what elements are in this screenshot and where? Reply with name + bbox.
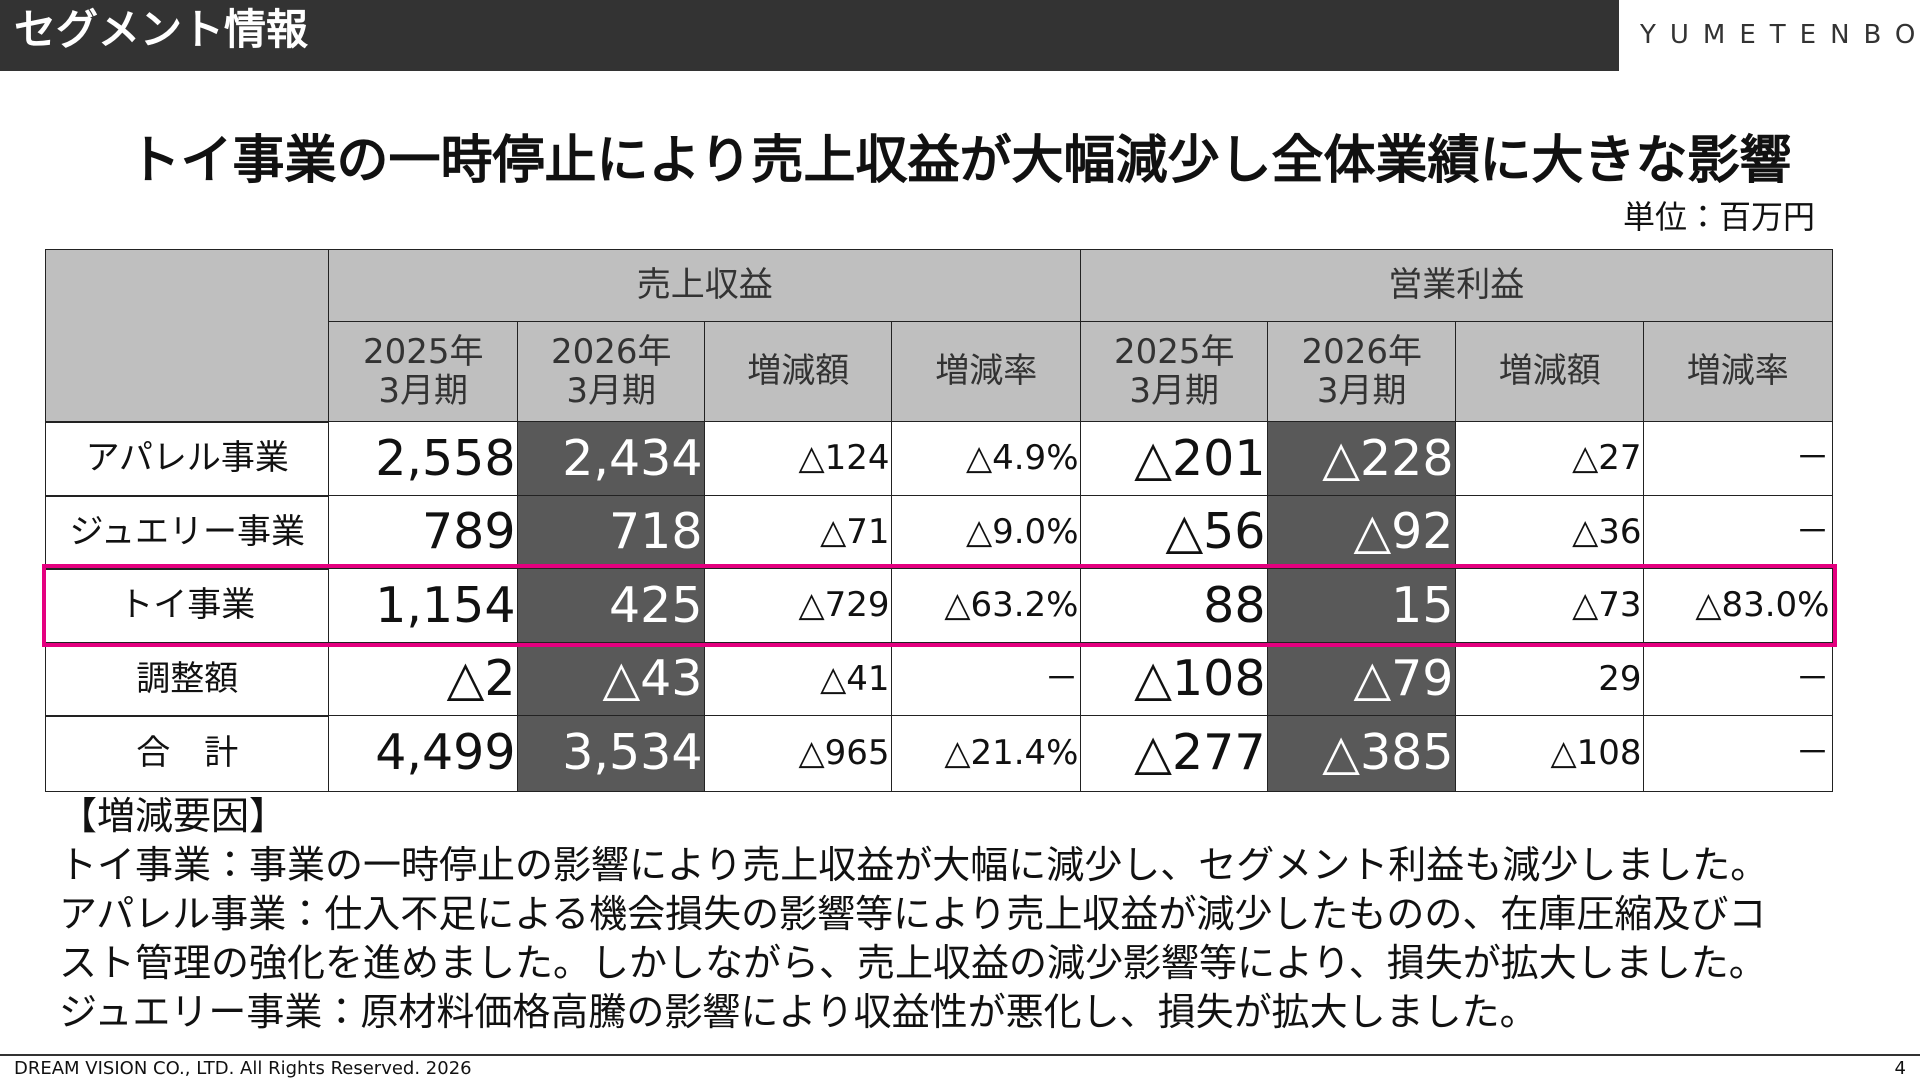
header-bar [0,0,1619,71]
note-line: スト管理の強化を進めました。しかしながら、売上収益の減少影響等により、損失が拡大… [59,941,1767,985]
value-cell: 718 [517,495,706,570]
page-number: 4 [1894,1058,1906,1079]
note-line: トイ事業：事業の一時停止の影響により売上収益が大幅に減少し、セグメント利益も減少… [59,843,1769,887]
row-label: 合 計 [45,715,330,792]
value-cell: 2,558 [328,421,519,497]
value-cell: － [1643,642,1833,717]
value-cell: △2 [328,642,519,717]
column-header: 増減額 [704,321,893,423]
note-line: ジュエリー事業：原材料価格高騰の影響により収益性が悪化し、損失が拡大しました。 [59,990,1538,1034]
value-cell: △124 [704,421,893,497]
column-header: 2025年 3月期 [328,321,519,423]
row-label: アパレル事業 [45,421,330,497]
headline: トイ事業の一時停止により売上収益が大幅減少し全体業績に大きな影響 [128,131,1792,191]
column-header: 増減額 [1455,321,1645,423]
value-cell: △4.9% [891,421,1082,497]
value-cell: △277 [1080,715,1269,792]
column-header: 2026年 3月期 [1267,321,1457,423]
value-cell: － [1643,495,1833,570]
group-header: 売上収益 [328,249,1082,323]
column-header: 増減率 [891,321,1082,423]
value-cell: △21.4% [891,715,1082,792]
value-cell: △108 [1455,715,1645,792]
logo: YUMETENBO [1640,20,1920,50]
value-cell: △79 [1267,642,1457,717]
value-cell: 789 [328,495,519,570]
value-cell: 15 [1267,568,1457,644]
value-cell: △83.0% [1643,568,1833,644]
value-cell: △27 [1455,421,1645,497]
value-cell: 4,499 [328,715,519,792]
value-cell: △965 [704,715,893,792]
notes: 【増減要因】 トイ事業：事業の一時停止の影響により売上収益が大幅に減少し、セグメ… [59,792,1768,1037]
unit-label: 単位：百万円 [1622,198,1815,236]
value-cell: △43 [517,642,706,717]
highlight-box [42,564,1837,647]
value-cell: △73 [1455,568,1645,644]
value-cell: － [1643,421,1833,497]
value-cell: 29 [1455,642,1645,717]
value-cell: △385 [1267,715,1457,792]
column-header: 2025年 3月期 [1080,321,1269,423]
group-header: 営業利益 [1080,249,1833,323]
value-cell: △92 [1267,495,1457,570]
column-header: 2026年 3月期 [517,321,706,423]
value-cell: △63.2% [891,568,1082,644]
header-title: セグメント情報 [14,5,309,54]
value-cell: △228 [1267,421,1457,497]
value-cell: △108 [1080,642,1269,717]
copyright: DREAM VISION CO., LTD. All Rights Reserv… [14,1058,472,1079]
value-cell: △201 [1080,421,1269,497]
footer-line [0,1054,1920,1056]
value-cell: △41 [704,642,893,717]
note-line: アパレル事業：仕入不足による機会損失の影響等により売上収益が減少したものの、在庫… [59,892,1767,936]
row-label: 調整額 [45,642,330,717]
row-label: ジュエリー事業 [45,495,330,570]
value-cell: △71 [704,495,893,570]
value-cell: 1,154 [328,568,519,644]
value-cell: － [1643,715,1833,792]
value-cell: △729 [704,568,893,644]
value-cell: 3,534 [517,715,706,792]
notes-heading: 【増減要因】 [59,794,288,838]
value-cell: △9.0% [891,495,1082,570]
value-cell: 2,434 [517,421,706,497]
column-header: 増減率 [1643,321,1833,423]
value-cell: △36 [1455,495,1645,570]
value-cell: － [891,642,1082,717]
value-cell: △56 [1080,495,1269,570]
corner-cell [45,249,330,423]
